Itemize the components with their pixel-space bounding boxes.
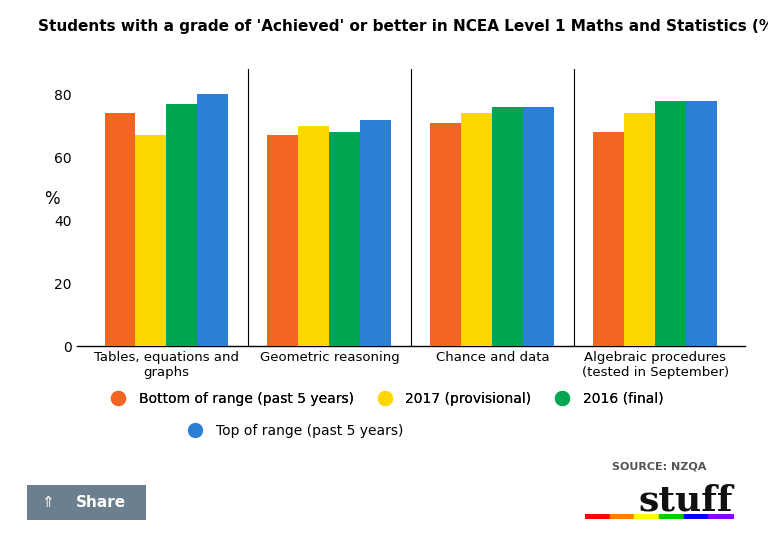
- Legend: Bottom of range (past 5 years), 2017 (provisional), 2016 (final): Bottom of range (past 5 years), 2017 (pr…: [99, 386, 669, 411]
- Bar: [135, 135, 167, 346]
- Bar: [299, 126, 329, 346]
- Bar: [430, 123, 462, 346]
- Bar: [462, 114, 492, 346]
- Bar: [492, 107, 523, 346]
- Bar: [594, 132, 624, 346]
- Bar: [104, 114, 135, 346]
- Bar: [197, 94, 228, 346]
- Bar: [523, 107, 554, 346]
- Y-axis label: %: %: [44, 190, 59, 208]
- Bar: [329, 132, 360, 346]
- Bar: [655, 101, 687, 346]
- Text: Share: Share: [75, 495, 126, 510]
- Text: stuff: stuff: [639, 483, 733, 517]
- Bar: [624, 114, 655, 346]
- Bar: [687, 101, 717, 346]
- Bar: [167, 104, 197, 346]
- Bar: [267, 135, 299, 346]
- Legend: Top of range (past 5 years): Top of range (past 5 years): [175, 418, 409, 443]
- Bar: [360, 120, 392, 346]
- Text: SOURCE: NZQA: SOURCE: NZQA: [612, 462, 707, 472]
- Text: ⇑: ⇑: [42, 495, 55, 510]
- Text: Students with a grade of 'Achieved' or better in NCEA Level 1 Maths and Statisti: Students with a grade of 'Achieved' or b…: [38, 19, 768, 34]
- FancyBboxPatch shape: [18, 482, 155, 522]
